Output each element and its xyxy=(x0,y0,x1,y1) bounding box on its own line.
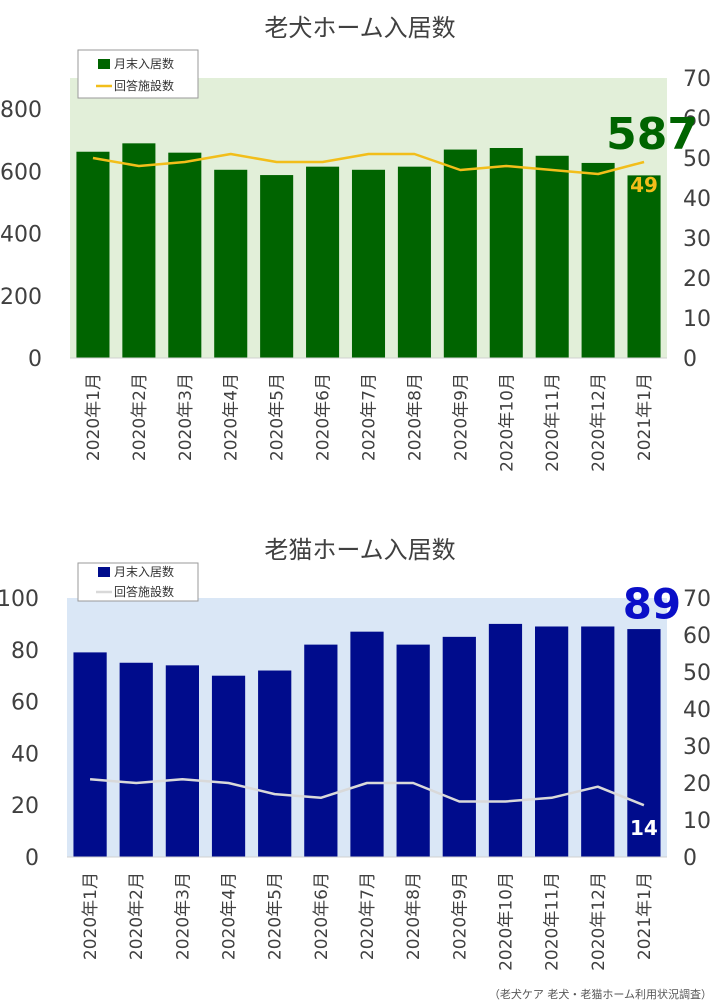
dog-bar xyxy=(627,175,661,358)
dog-left-tick-label: 600 xyxy=(0,160,42,185)
dog-right-tick-label: 50 xyxy=(683,147,711,172)
dog-right-tick-label: 20 xyxy=(683,267,711,292)
dog-x-tick-label: 2020年9月 xyxy=(451,373,471,461)
dog-bar xyxy=(260,175,294,358)
cat-right-tick-label: 20 xyxy=(683,772,711,797)
dog-x-tick-label: 2020年8月 xyxy=(405,373,425,461)
cat-left-tick-label: 0 xyxy=(25,846,39,871)
cat-right-tick-label: 70 xyxy=(683,587,711,612)
dog-bar xyxy=(443,149,477,358)
cat-x-tick-label: 2020年3月 xyxy=(173,872,193,960)
cat-x-tick-label: 2020年9月 xyxy=(450,872,470,960)
legend-line-label: 回答施設数 xyxy=(114,584,174,599)
cat-home-chart: 老猫ホーム入居数 0 20 40 60 80 100 0 10 20 30 40 50 60 70 2020… xyxy=(0,536,711,971)
dog-x-tick-label: 2020年1月 xyxy=(84,373,104,461)
dog-bar xyxy=(535,155,569,358)
dog-right-tick-label: 30 xyxy=(683,227,711,252)
dog-x-tick-label: 2020年12月 xyxy=(589,373,609,472)
cat-bar xyxy=(73,652,107,857)
cat-x-tick-label: 2020年7月 xyxy=(358,872,378,960)
dog-x-tick-label: 2020年2月 xyxy=(130,373,150,461)
cat-bar xyxy=(627,629,661,857)
cat-x-tick-label: 2020年11月 xyxy=(543,872,563,971)
dog-left-tick-label: 400 xyxy=(0,223,42,248)
dog-latest-line-value: 49 xyxy=(630,173,658,197)
legend-bar-swatch xyxy=(98,567,110,577)
cat-chart-title: 老猫ホーム入居数 xyxy=(264,536,455,564)
dog-right-tick-label: 40 xyxy=(683,187,711,212)
cat-x-tick-label: 2020年10月 xyxy=(496,872,516,971)
cat-bar xyxy=(258,670,292,857)
cat-x-tick-label: 2020年8月 xyxy=(404,872,424,960)
dog-bar xyxy=(351,169,386,358)
dog-bar xyxy=(489,148,523,358)
cat-bar xyxy=(396,644,430,857)
cat-right-tick-label: 50 xyxy=(683,661,711,686)
cat-bar xyxy=(350,631,384,857)
dog-bar xyxy=(397,166,431,358)
cat-right-tick-label: 60 xyxy=(683,624,711,649)
dog-x-tick-label: 2020年4月 xyxy=(222,373,242,461)
cat-right-tick-label: 30 xyxy=(683,735,711,760)
dog-bar xyxy=(581,162,615,358)
cat-latest-bar-value: 89 xyxy=(623,579,681,628)
dog-right-tick-label: 60 xyxy=(683,107,711,132)
dog-left-tick-label: 0 xyxy=(28,347,42,372)
cat-left-tick-label: 100 xyxy=(0,587,39,612)
dog-bar xyxy=(214,169,248,358)
dog-bar xyxy=(76,151,110,358)
legend-bar-swatch xyxy=(98,59,110,69)
legend-bar-label: 月末入居数 xyxy=(114,56,174,71)
dog-right-tick-label: 10 xyxy=(683,307,711,332)
dog-chart-legend: 月末入居数 回答施設数 xyxy=(77,49,199,99)
cat-x-tick-label: 2021年1月 xyxy=(635,872,655,960)
dog-right-tick-label: 70 xyxy=(683,67,711,92)
cat-left-tick-label: 60 xyxy=(11,691,39,716)
dog-bar xyxy=(306,166,340,358)
dog-x-tick-label: 2021年1月 xyxy=(635,373,655,461)
dog-left-tick-label: 800 xyxy=(0,98,42,123)
cat-x-tick-label: 2020年6月 xyxy=(312,872,332,960)
cat-left-tick-label: 40 xyxy=(11,742,39,767)
cat-x-tick-label: 2020年4月 xyxy=(220,872,240,960)
cat-bar xyxy=(165,665,199,857)
dog-bar xyxy=(168,152,202,358)
dog-right-tick-label: 0 xyxy=(683,347,697,372)
cat-right-tick-label: 0 xyxy=(683,846,697,871)
cat-chart-legend: 月末入居数 回答施設数 xyxy=(77,562,199,602)
cat-latest-line-value: 14 xyxy=(630,816,658,840)
cat-right-tick-label: 40 xyxy=(683,698,711,723)
cat-x-tick-label: 2020年12月 xyxy=(589,872,609,971)
cat-bar xyxy=(304,644,338,857)
dog-left-tick-label: 200 xyxy=(0,285,42,310)
dog-x-tick-label: 2020年3月 xyxy=(176,373,196,461)
cat-bar xyxy=(119,662,153,857)
dog-x-tick-label: 2020年10月 xyxy=(497,373,517,472)
dog-home-chart: 老犬ホーム入居数 0 200 400 600 800 0 10 20 30 40 50 60 70 202… xyxy=(0,14,711,472)
dog-chart-title: 老犬ホーム入居数 xyxy=(264,14,455,42)
cat-right-tick-label: 10 xyxy=(683,809,711,834)
dog-bar xyxy=(122,143,156,358)
dog-latest-bar-value: 587 xyxy=(606,109,698,160)
source-note: （老犬ケア 老犬・老猫ホーム利用状況調査） xyxy=(489,987,712,1001)
dog-x-tick-label: 2020年6月 xyxy=(314,373,334,461)
dog-x-tick-label: 2020年7月 xyxy=(360,373,380,461)
cat-bar xyxy=(535,626,569,857)
cat-x-tick-label: 2020年5月 xyxy=(266,872,286,960)
dog-x-tick-label: 2020年11月 xyxy=(543,373,563,472)
cat-bar xyxy=(488,623,523,857)
cat-bar xyxy=(211,675,246,857)
legend-bar-label: 月末入居数 xyxy=(114,564,174,579)
cat-x-tick-label: 2020年2月 xyxy=(127,872,147,960)
cat-x-tick-label: 2020年1月 xyxy=(81,872,101,960)
cat-bar xyxy=(442,636,476,857)
cat-bar xyxy=(581,626,615,857)
cat-left-tick-label: 80 xyxy=(11,639,39,664)
legend-line-label: 回答施設数 xyxy=(114,78,174,93)
dog-x-tick-label: 2020年5月 xyxy=(268,373,288,461)
cat-left-tick-label: 20 xyxy=(11,794,39,819)
